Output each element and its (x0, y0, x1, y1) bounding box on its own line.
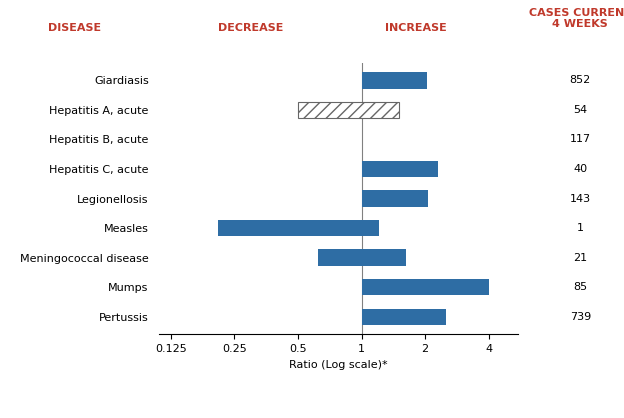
Text: DISEASE: DISEASE (48, 23, 102, 33)
Text: 739: 739 (570, 312, 591, 322)
Text: CASES CURRENT
4 WEEKS: CASES CURRENT 4 WEEKS (529, 8, 624, 29)
Bar (361, 72, 427, 89)
Text: DECREASE: DECREASE (218, 23, 284, 33)
Bar (361, 191, 428, 206)
Text: 40: 40 (573, 164, 587, 174)
Text: 143: 143 (570, 194, 591, 204)
Bar (361, 279, 489, 295)
Text: 852: 852 (570, 75, 591, 85)
Bar (318, 250, 406, 266)
Text: INCREASE: INCREASE (384, 23, 446, 33)
Text: 54: 54 (573, 105, 587, 115)
Text: 117: 117 (570, 135, 591, 145)
Bar (361, 161, 438, 177)
Text: 1: 1 (577, 223, 584, 233)
Bar (361, 308, 446, 325)
X-axis label: Ratio (Log scale)*: Ratio (Log scale)* (289, 359, 388, 370)
Text: 21: 21 (573, 252, 587, 263)
Bar (218, 220, 379, 236)
Text: 85: 85 (573, 282, 587, 292)
Bar (298, 102, 399, 118)
